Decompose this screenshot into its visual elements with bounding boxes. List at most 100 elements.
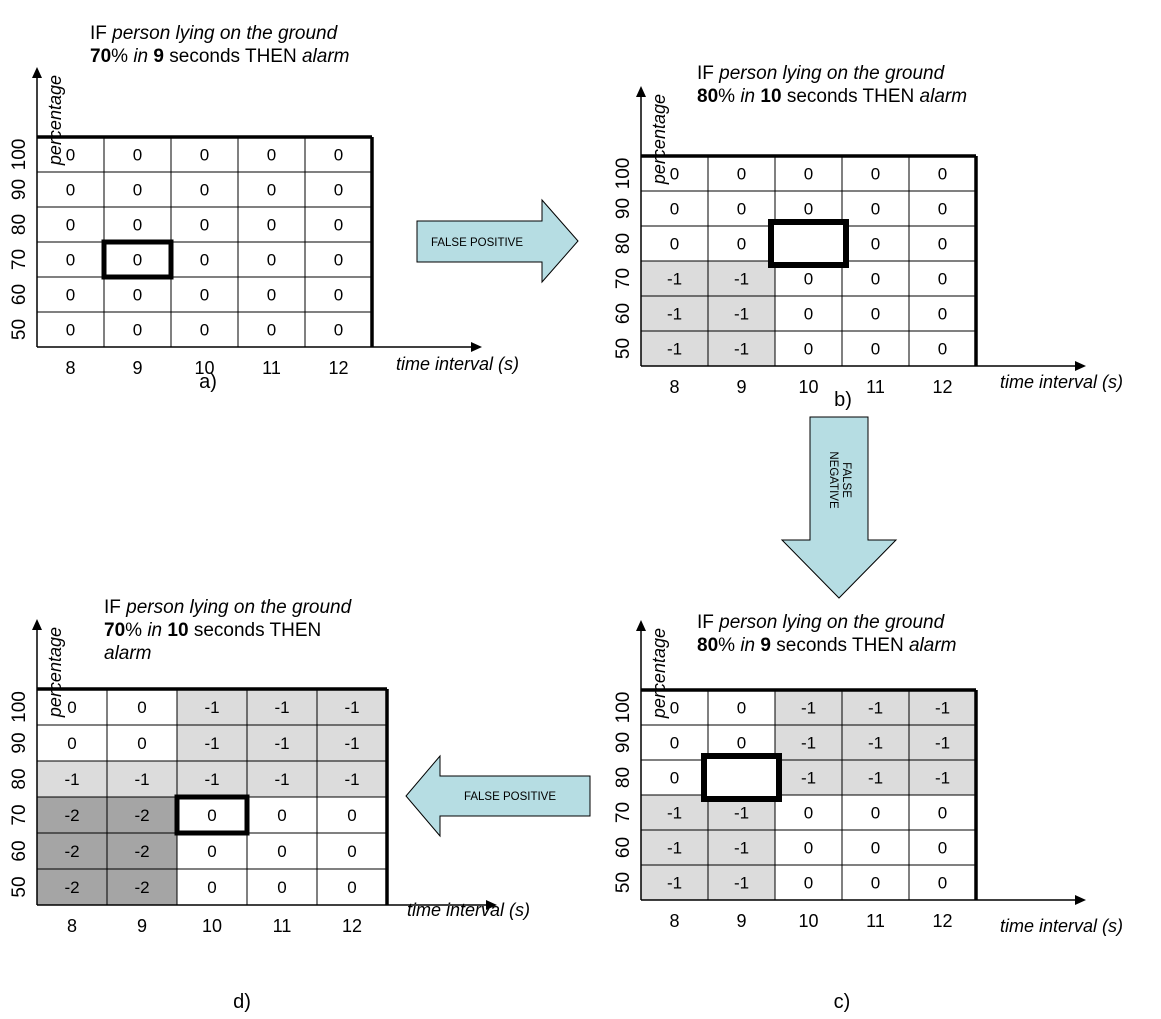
cell-value: 0 bbox=[200, 146, 209, 165]
rule-text: IF person lying on the ground 70% in 9 se… bbox=[90, 23, 349, 67]
cell-value: 0 bbox=[804, 165, 813, 184]
cell-value: 0 bbox=[66, 216, 75, 235]
grid-cell bbox=[171, 312, 238, 347]
cell-value: 0 bbox=[200, 321, 209, 340]
grid-cell bbox=[842, 261, 909, 296]
cell-value: -1 bbox=[344, 698, 359, 717]
y-axis-arrowhead bbox=[32, 619, 42, 630]
row-tick-label: 100 bbox=[9, 139, 30, 171]
grid-cell bbox=[641, 261, 708, 296]
cell-value: -1 bbox=[801, 699, 816, 718]
cell-value: -1 bbox=[667, 839, 682, 858]
grid-cell bbox=[708, 191, 775, 226]
cell-value: 0 bbox=[871, 839, 880, 858]
grid-cell bbox=[177, 725, 247, 761]
cell-value: 0 bbox=[871, 305, 880, 324]
cell-value: 0 bbox=[267, 286, 276, 305]
cell-value: 0 bbox=[133, 181, 142, 200]
grid-cell bbox=[909, 760, 976, 795]
cell-value: 0 bbox=[871, 340, 880, 359]
row-tick-label: 80 bbox=[613, 233, 634, 254]
cell-value: -1 bbox=[64, 770, 79, 789]
cell-value: 0 bbox=[670, 769, 679, 788]
col-tick-label: 10 bbox=[194, 358, 214, 378]
current-threshold-cell bbox=[101, 239, 174, 280]
grid-cell bbox=[247, 725, 317, 761]
grid-cell bbox=[317, 761, 387, 797]
grid-cell bbox=[775, 331, 842, 366]
grid-cell bbox=[107, 869, 177, 905]
grid-cell bbox=[238, 172, 305, 207]
cell-value: 0 bbox=[66, 146, 75, 165]
grid-cell bbox=[775, 830, 842, 865]
col-tick-label: 11 bbox=[273, 916, 292, 936]
cell-value: 0 bbox=[804, 839, 813, 858]
y-axis-arrowhead bbox=[636, 620, 646, 631]
col-tick-label: 12 bbox=[342, 916, 362, 936]
row-tick-label: 60 bbox=[613, 303, 634, 324]
col-tick-label: 8 bbox=[65, 358, 75, 378]
current-threshold-cell bbox=[174, 794, 250, 836]
cell-value: -1 bbox=[868, 769, 883, 788]
col-tick-label: 8 bbox=[669, 377, 679, 397]
grid-cell bbox=[238, 277, 305, 312]
cell-value: 0 bbox=[804, 305, 813, 324]
grid-cell bbox=[909, 296, 976, 331]
grid-cell bbox=[104, 242, 171, 277]
y-axis-arrowhead bbox=[32, 67, 42, 78]
cell-value: 0 bbox=[133, 146, 142, 165]
panel-d: 0 0 -1 -1 -1 0 0 -1 -1 -1 -1 -1 -1 -1 -1 -2 -2 0 0 0 -2 -2 0 0 0… bbox=[9, 597, 530, 1013]
transition-label: NEGATIVE bbox=[827, 451, 839, 509]
y-axis-label: percentage bbox=[649, 628, 669, 719]
cell-value: 0 bbox=[267, 146, 276, 165]
grid-cell bbox=[107, 797, 177, 833]
col-tick-label: 10 bbox=[202, 916, 222, 936]
cell-value: 0 bbox=[804, 874, 813, 893]
row-tick-label: 60 bbox=[9, 284, 30, 305]
grid-cell bbox=[104, 312, 171, 347]
cell-value: -1 bbox=[204, 698, 219, 717]
row-tick-label: 100 bbox=[613, 158, 634, 190]
cell-value: 0 bbox=[871, 200, 880, 219]
grid-cell bbox=[708, 296, 775, 331]
cell-value: 0 bbox=[267, 181, 276, 200]
row-tick-label: 70 bbox=[613, 268, 634, 289]
row-tick-label: 90 bbox=[9, 179, 30, 200]
grid-cell bbox=[909, 331, 976, 366]
cell-value: 0 bbox=[66, 181, 75, 200]
grid-cell bbox=[641, 226, 708, 261]
cell-value: -1 bbox=[935, 734, 950, 753]
cell-value: 0 bbox=[66, 251, 75, 270]
grid-cell bbox=[238, 137, 305, 172]
grid-cell bbox=[909, 830, 976, 865]
cell-value: 0 bbox=[938, 340, 947, 359]
row-tick-label: 90 bbox=[613, 732, 634, 753]
grid-cell bbox=[37, 242, 104, 277]
current-threshold-cell bbox=[768, 219, 849, 268]
grid-cell bbox=[305, 207, 372, 242]
grid-cell bbox=[641, 760, 708, 795]
cell-value: 0 bbox=[133, 321, 142, 340]
cell-value: 0 bbox=[200, 181, 209, 200]
cell-value: 0 bbox=[334, 321, 343, 340]
rule-text: IF person lying on the ground 80% in 10 s… bbox=[697, 63, 967, 107]
grid-cell bbox=[305, 137, 372, 172]
grid-cell bbox=[238, 207, 305, 242]
grid-cell bbox=[775, 865, 842, 900]
cell-value: 0 bbox=[737, 734, 746, 753]
grid-cell bbox=[247, 797, 317, 833]
col-tick-label: 11 bbox=[866, 911, 885, 931]
cell-value: 0 bbox=[207, 842, 216, 861]
cell-value: -2 bbox=[134, 806, 149, 825]
grid-cell bbox=[37, 312, 104, 347]
grid-cell bbox=[104, 137, 171, 172]
grid-cell bbox=[107, 725, 177, 761]
grid-cell bbox=[171, 172, 238, 207]
transition-label: FALSE POSITIVE bbox=[464, 791, 556, 803]
grid-cell bbox=[247, 761, 317, 797]
cell-value: 0 bbox=[334, 216, 343, 235]
grid-cell bbox=[104, 207, 171, 242]
grid-cell bbox=[909, 261, 976, 296]
grid-cell bbox=[708, 331, 775, 366]
grid-cell bbox=[37, 761, 107, 797]
